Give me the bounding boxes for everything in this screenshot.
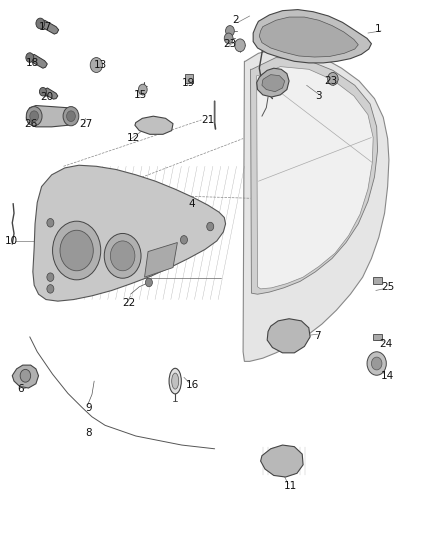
Circle shape [328, 72, 338, 85]
Text: 8: 8 [85, 428, 92, 438]
Circle shape [53, 221, 101, 280]
Circle shape [60, 230, 93, 271]
Text: 6: 6 [18, 384, 24, 394]
Text: 23: 23 [223, 39, 237, 49]
Polygon shape [44, 88, 58, 99]
Polygon shape [267, 319, 310, 353]
Polygon shape [12, 365, 39, 388]
Polygon shape [251, 58, 378, 294]
Polygon shape [262, 75, 285, 92]
Polygon shape [257, 68, 289, 97]
Text: 16: 16 [186, 380, 199, 390]
Polygon shape [30, 54, 47, 68]
Text: 15: 15 [134, 90, 147, 100]
Circle shape [367, 352, 386, 375]
Polygon shape [135, 116, 173, 134]
Text: 9: 9 [85, 403, 92, 413]
Circle shape [110, 241, 135, 271]
Circle shape [47, 285, 54, 293]
Text: 10: 10 [4, 236, 18, 246]
Text: 1: 1 [374, 25, 381, 34]
Text: 14: 14 [381, 371, 394, 381]
Circle shape [47, 219, 54, 227]
Text: 27: 27 [80, 119, 93, 128]
Polygon shape [259, 17, 358, 57]
Text: 11: 11 [284, 481, 297, 491]
Circle shape [26, 107, 42, 126]
Text: 17: 17 [39, 22, 52, 31]
Bar [373, 334, 382, 340]
Bar [373, 277, 382, 284]
Circle shape [63, 107, 79, 126]
Text: 12: 12 [127, 133, 140, 142]
Circle shape [207, 222, 214, 231]
Text: 18: 18 [25, 58, 39, 68]
Bar [185, 74, 193, 83]
Circle shape [371, 357, 382, 370]
Circle shape [36, 18, 45, 29]
Text: 21: 21 [201, 115, 215, 125]
Text: 20: 20 [40, 92, 53, 102]
Ellipse shape [169, 368, 181, 394]
Text: 4: 4 [188, 199, 195, 208]
Circle shape [20, 369, 31, 382]
Circle shape [30, 111, 39, 122]
Text: 26: 26 [24, 119, 37, 128]
Circle shape [138, 84, 147, 95]
Text: 23: 23 [324, 76, 337, 86]
Circle shape [224, 33, 233, 44]
Circle shape [235, 39, 245, 52]
Circle shape [26, 53, 34, 62]
Polygon shape [253, 10, 371, 63]
Text: 7: 7 [314, 331, 321, 341]
Text: 25: 25 [381, 282, 394, 292]
Circle shape [67, 111, 75, 122]
Polygon shape [145, 243, 177, 277]
Polygon shape [26, 106, 78, 127]
Circle shape [226, 26, 234, 36]
Circle shape [145, 278, 152, 287]
Circle shape [39, 87, 46, 96]
Circle shape [180, 236, 187, 244]
Circle shape [104, 233, 141, 278]
Text: 24: 24 [379, 339, 392, 349]
Text: 3: 3 [315, 91, 322, 101]
Polygon shape [261, 445, 303, 477]
Polygon shape [243, 48, 389, 361]
Text: 2: 2 [232, 15, 239, 25]
Polygon shape [40, 20, 59, 34]
Polygon shape [33, 165, 226, 301]
Text: 13: 13 [94, 60, 107, 70]
Polygon shape [257, 67, 373, 289]
Circle shape [90, 58, 102, 72]
Text: 22: 22 [123, 298, 136, 308]
Ellipse shape [172, 373, 179, 389]
Circle shape [47, 273, 54, 281]
Text: 19: 19 [182, 78, 195, 87]
